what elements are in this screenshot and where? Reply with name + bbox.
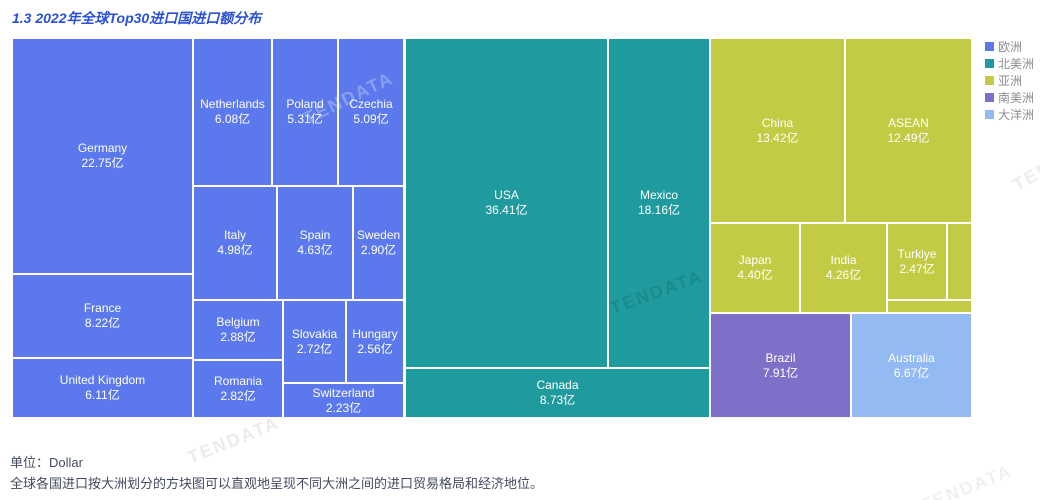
treemap-cell-usa[interactable]: USA 36.41亿 [405,38,608,368]
footer: 单位：Dollar 全球各国进口按大洲划分的方块图可以直观地呈现不同大洲之间的进… [10,452,543,494]
treemap: Germany 22.75亿 Netherlands 6.08亿 Poland 5.31亿… [12,38,972,418]
cell-value-label: 5.31亿 [287,112,323,126]
cell-value-label: 36.41亿 [485,203,528,217]
treemap-cell-germany[interactable]: Germany 22.75亿 [12,38,193,274]
cell-country-label: Netherlands [200,97,265,111]
cell-country-label: Belgium [216,315,260,329]
cell-value-label: 4.63亿 [297,243,333,257]
cell-value-label: 18.16亿 [637,203,681,217]
cell-country-label: Sweden [356,228,401,242]
treemap-cell-asia-small-2[interactable] [887,300,972,313]
treemap-cell-mexico[interactable]: Mexico 18.16亿 [608,38,710,368]
cell-country-label: Mexico [639,188,678,202]
cell-country-label: Turkiye [897,246,937,261]
treemap-cell-switzerland[interactable]: Switzerland 2.23亿 [283,383,404,418]
cell-value-label: 13.42亿 [756,130,799,145]
cell-value-label: 2.88亿 [220,330,256,344]
legend-swatch-icon [985,58,994,68]
cell-country-label: Australia [888,350,935,365]
treemap-cell-czechia[interactable]: Czechia 5.09亿 [338,38,404,186]
treemap-cell-belgium[interactable]: Belgium 2.88亿 [193,300,283,360]
cell-country-label: Japan [738,253,772,267]
cell-value-label: 2.82亿 [220,389,256,403]
cell-value-label: 6.11亿 [85,388,120,402]
legend-label: 北美洲 [998,56,1035,71]
cell-country-label: Slovakia [291,326,338,341]
legend-swatch-icon [985,109,994,119]
cell-value-label: 22.75亿 [81,156,124,170]
cell-value-label: 6.08亿 [214,112,251,126]
treemap-cell-brazil[interactable]: Brazil 7.91亿 [710,313,851,418]
treemap-cell-india[interactable]: India 4.26亿 [800,223,887,313]
treemap-cell-japan[interactable]: Japan 4.40亿 [710,223,800,313]
cell-country-label: India [830,253,857,267]
treemap-cell-poland[interactable]: Poland 5.31亿 [272,38,338,186]
treemap-cell-romania[interactable]: Romania 2.82亿 [193,360,283,418]
cell-value-label: 2.23亿 [325,400,362,415]
cell-country-label: ASEAN [888,115,929,130]
legend: 欧洲北美洲亚洲南美洲大洋洲 [985,39,1035,122]
cell-value-label: 2.72亿 [296,341,333,356]
cell-value-label: 4.98亿 [217,243,253,257]
legend-label: 大洋洲 [998,107,1035,122]
legend-label: 欧洲 [998,39,1023,54]
cell-country-label: China [761,115,794,130]
cell-value-label: 4.40亿 [737,268,773,282]
legend-label: 亚洲 [998,73,1023,88]
cell-value-label: 2.56亿 [357,341,393,356]
cell-country-label: Romania [213,374,263,388]
cell-value-label: 2.47亿 [899,261,935,276]
legend-swatch-icon [985,41,994,51]
tendata-watermark: TENDATA [1009,129,1040,196]
treemap-cell-slovakia[interactable]: Slovakia 2.72亿 [283,300,346,383]
cell-country-label: Hungary [352,326,398,341]
legend-item-south-america[interactable]: 南美洲 [985,90,1035,105]
treemap-cell-united-kingdom[interactable]: United Kingdom 6.11亿 [12,358,193,418]
cell-value-label: 7.91亿 [762,365,799,380]
cell-value-label: 8.73亿 [539,393,576,407]
legend-swatch-icon [985,75,994,85]
treemap-cell-turkiye[interactable]: Turkiye 2.47亿 [887,223,947,300]
unit-label: 单位：Dollar [10,455,83,470]
treemap-cell-hungary[interactable]: Hungary 2.56亿 [346,300,404,383]
treemap-cell-china[interactable]: China 13.42亿 [710,38,845,223]
cell-value-label: 8.22亿 [84,316,121,330]
treemap-cell-italy[interactable]: Italy 4.98亿 [193,186,277,300]
cell-value-label: 4.26亿 [825,268,862,282]
cell-country-label: Czechia [349,97,393,111]
chart-description: 全球各国进口按大洲划分的方块图可以直观地呈现不同大洲之间的进口贸易格局和经济地位… [10,476,544,491]
legend-swatch-icon [985,92,994,102]
tendata-watermark: TENDATA [917,460,1016,500]
cell-country-label: Poland [286,97,324,111]
legend-item-europe[interactable]: 欧洲 [985,39,1034,54]
page-title: 1.3 2022年全球Top30进口国进口额分布 [12,10,262,26]
cell-country-label: Switzerland [312,385,375,400]
cell-country-label: United Kingdom [59,373,146,387]
treemap-cell-australia[interactable]: Australia 6.67亿 [851,313,972,418]
legend-label: 南美洲 [998,90,1035,105]
cell-value-label: 2.90亿 [360,243,397,257]
legend-item-oceania[interactable]: 大洋洲 [985,107,1035,122]
treemap-cell-netherlands[interactable]: Netherlands 6.08亿 [193,38,272,186]
cell-country-label: Spain [299,228,331,242]
cell-country-label: France [83,301,122,315]
cell-country-label: USA [494,188,519,202]
cell-value-label: 12.49亿 [887,130,930,145]
cell-country-label: Brazil [765,350,796,365]
cell-value-label: 6.67亿 [893,365,930,380]
cell-country-label: Germany [77,141,128,155]
treemap-cell-france[interactable]: France 8.22亿 [12,274,193,358]
treemap-cell-asia-small-1[interactable] [947,223,972,300]
cell-country-label: Italy [223,228,246,242]
treemap-cell-canada[interactable]: Canada 8.73亿 [405,368,710,418]
cell-country-label: Canada [536,378,579,392]
cell-value-label: 5.09亿 [353,112,389,126]
treemap-cell-spain[interactable]: Spain 4.63亿 [277,186,353,300]
treemap-cell-sweden[interactable]: Sweden 2.90亿 [353,186,404,300]
legend-item-asia[interactable]: 亚洲 [985,73,1034,88]
treemap-cell-asean[interactable]: ASEAN 12.49亿 [845,38,972,223]
legend-item-north-america[interactable]: 北美洲 [985,56,1035,71]
